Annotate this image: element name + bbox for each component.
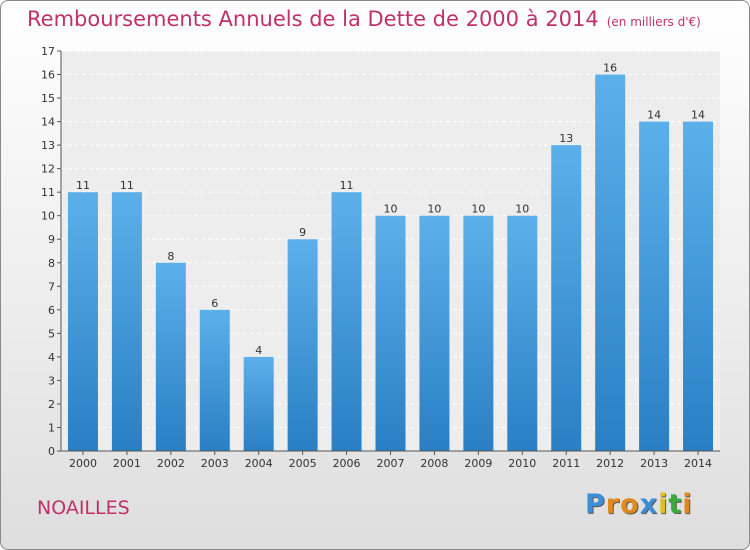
data-label-2001: 11 (120, 179, 134, 192)
y-tick-label: 12 (41, 163, 55, 176)
x-tick-label-2011: 2011 (552, 457, 580, 470)
chart-title: Remboursements Annuels de la Dette de 20… (27, 7, 701, 31)
data-label-2007: 10 (384, 203, 398, 216)
bar-2006 (331, 192, 362, 452)
bar-2007 (375, 215, 406, 451)
x-tick-label-2004: 2004 (245, 457, 273, 470)
bar-2004 (243, 356, 274, 451)
chart-title-text: Remboursements Annuels de la Dette de 20… (27, 7, 599, 31)
bar-2012 (595, 74, 626, 451)
x-tick-label-2003: 2003 (201, 457, 229, 470)
bar-2002 (155, 262, 186, 451)
bar-2001 (111, 192, 142, 452)
y-tick-label: 1 (48, 421, 55, 434)
y-tick-label: 14 (41, 116, 55, 129)
y-tick-label: 8 (48, 257, 55, 270)
commune-name: NOAILLES (37, 497, 130, 519)
y-tick-label: 9 (48, 233, 55, 246)
x-tick-label-2014: 2014 (684, 457, 712, 470)
y-tick-label: 17 (41, 45, 55, 58)
logo-letter: i (682, 489, 693, 520)
y-tick-label: 10 (41, 210, 55, 223)
x-tick-label-2006: 2006 (333, 457, 361, 470)
x-tick-label-2009: 2009 (464, 457, 492, 470)
x-tick-label-2000: 2000 (69, 457, 97, 470)
bar-2011 (551, 145, 582, 451)
proxiti-logo: Proxiti (585, 489, 693, 520)
bar-2013 (639, 121, 670, 452)
data-label-2003: 6 (211, 297, 218, 310)
y-tick-label: 2 (48, 398, 55, 411)
y-tick-label: 0 (48, 445, 55, 458)
bar-2000 (67, 192, 98, 452)
data-label-2012: 16 (603, 62, 617, 75)
chart-unit: (en milliers d'€) (606, 15, 701, 29)
data-label-2006: 11 (340, 179, 354, 192)
logo-letter: i (658, 489, 669, 520)
bar-2003 (199, 309, 230, 451)
logo-letter: r (605, 489, 621, 520)
data-label-2009: 10 (471, 203, 485, 216)
y-tick-label: 6 (48, 304, 55, 317)
data-label-2014: 14 (691, 109, 705, 122)
data-label-2002: 8 (167, 250, 174, 263)
data-label-2000: 11 (76, 179, 90, 192)
bar-2014 (683, 121, 714, 452)
data-label-2011: 13 (559, 132, 573, 145)
logo-letter: P (585, 489, 606, 520)
y-tick-label: 11 (41, 186, 55, 199)
x-tick-label-2013: 2013 (640, 457, 668, 470)
y-tick-label: 7 (48, 280, 55, 293)
y-tick-label: 4 (48, 351, 55, 364)
x-tick-label-2010: 2010 (508, 457, 536, 470)
x-tick-label-2012: 2012 (596, 457, 624, 470)
data-label-2008: 10 (427, 203, 441, 216)
y-tick-label: 15 (41, 92, 55, 105)
y-tick-label: 5 (48, 327, 55, 340)
x-tick-label-2001: 2001 (113, 457, 141, 470)
data-label-2004: 4 (255, 344, 262, 357)
logo-letter: t (668, 489, 683, 520)
data-label-2013: 14 (647, 109, 661, 122)
bar-2010 (507, 215, 538, 451)
logo-letter: o (620, 489, 640, 520)
y-tick-label: 3 (48, 374, 55, 387)
x-tick-label-2008: 2008 (420, 457, 448, 470)
data-label-2005: 9 (299, 226, 306, 239)
bar-2005 (287, 239, 318, 451)
data-label-2010: 10 (515, 203, 529, 216)
bar-2008 (419, 215, 450, 451)
y-tick-label: 16 (41, 69, 55, 82)
y-tick-label: 13 (41, 139, 55, 152)
x-tick-label-2002: 2002 (157, 457, 185, 470)
bar-2009 (463, 215, 494, 451)
logo-letter: x (639, 489, 659, 520)
x-tick-label-2007: 2007 (377, 457, 405, 470)
x-tick-label-2005: 2005 (289, 457, 317, 470)
